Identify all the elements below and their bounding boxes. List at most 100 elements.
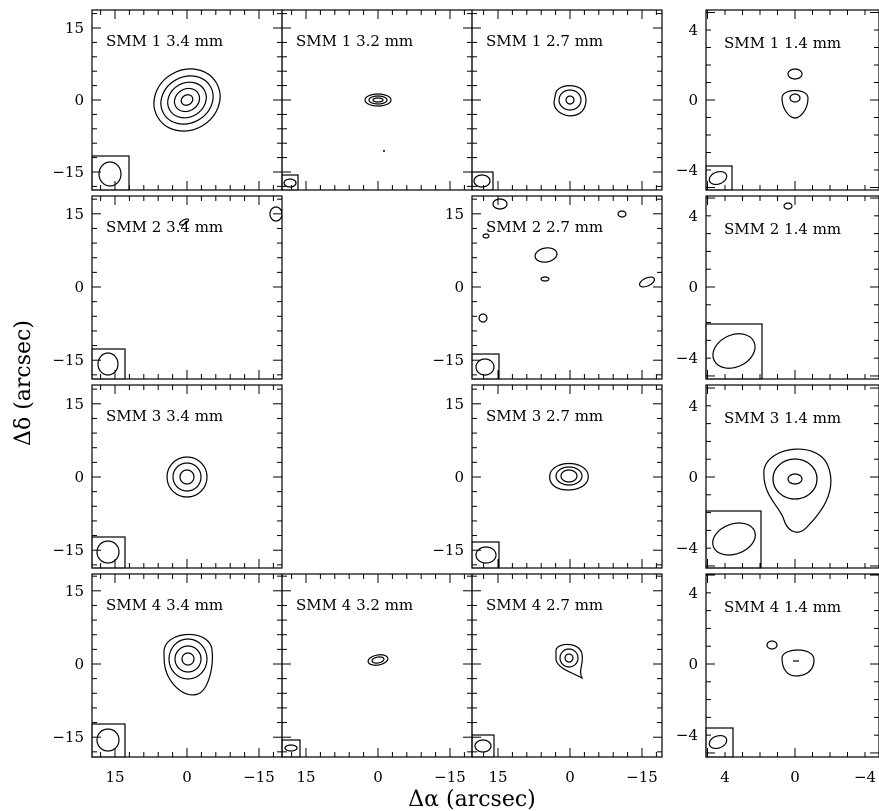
panel-smm3-3p4mm: SMM 3 3.4 mm xyxy=(91,384,283,569)
panel-label: SMM 4 1.4 mm xyxy=(724,598,841,616)
panel-smm4-2p7mm: SMM 4 2.7 mm xyxy=(471,573,663,758)
panel-label: SMM 4 3.4 mm xyxy=(106,596,223,614)
beam-box xyxy=(705,510,762,569)
y-tick-label: −15 xyxy=(432,541,464,559)
panel-smm3-1p4mm: SMM 3 1.4 mm xyxy=(705,384,879,569)
panel-smm1-2p7mm: SMM 1 2.7 mm xyxy=(471,9,663,191)
y-tick-label: 4 xyxy=(688,21,698,39)
source-contours xyxy=(478,198,656,323)
x-tick-label: 15 xyxy=(105,768,124,786)
y-tick-label: 0 xyxy=(688,655,698,673)
y-tick-label: 15 xyxy=(65,582,84,600)
beam-ellipse xyxy=(98,161,122,187)
beam-ellipse xyxy=(712,522,756,556)
y-tick-label: −4 xyxy=(676,349,698,367)
y-tick-label: −15 xyxy=(52,541,84,559)
x-tick-label: −15 xyxy=(626,768,658,786)
panel-smm1-3p4mm: SMM 1 3.4 mm xyxy=(91,9,283,191)
y-tick-label: 4 xyxy=(688,207,698,225)
beam-box xyxy=(471,353,500,380)
y-tick-label: 0 xyxy=(74,655,84,673)
x-tick-label: −15 xyxy=(243,768,275,786)
panel-label: SMM 1 2.7 mm xyxy=(486,32,603,50)
panel-label: SMM 2 3.4 mm xyxy=(106,218,223,236)
source-contours xyxy=(783,202,793,210)
x-tick-label: 15 xyxy=(296,768,315,786)
x-tick-label: 0 xyxy=(790,768,800,786)
panel-smm4-3p4mm: SMM 4 3.4 mm xyxy=(91,573,283,758)
panel-smm2-1p4mm: SMM 2 1.4 mm xyxy=(705,195,879,380)
beam-box xyxy=(705,165,733,191)
y-tick-label: −4 xyxy=(676,726,698,744)
y-tick-label: 15 xyxy=(65,395,84,413)
panel-label: SMM 1 3.4 mm xyxy=(106,32,223,50)
beam-box xyxy=(471,541,500,569)
panel-smm2-2p7mm: SMM 2 2.7 mm xyxy=(471,195,663,380)
beam-ellipse xyxy=(473,174,491,188)
source-contours xyxy=(364,93,392,152)
panel-label: SMM 1 3.2 mm xyxy=(296,32,413,50)
beam-ellipse xyxy=(97,352,119,376)
y-tick-label: −15 xyxy=(52,351,84,369)
beam-ellipse xyxy=(283,178,297,188)
beam-ellipse xyxy=(708,170,728,186)
panel-label: SMM 3 3.4 mm xyxy=(106,407,223,425)
y-tick-label: 4 xyxy=(688,584,698,602)
y-tick-label: 0 xyxy=(688,91,698,109)
beam-ellipse xyxy=(96,540,120,564)
panel-smm2-3p4mm: SMM 2 3.4 mm xyxy=(91,195,283,380)
beam-ellipse xyxy=(284,744,298,752)
x-tick-label: −4 xyxy=(854,768,876,786)
y-tick-label: 0 xyxy=(688,278,698,296)
source-contours xyxy=(153,68,221,132)
beam-ellipse xyxy=(475,358,495,376)
panel-smm3-2p7mm: SMM 3 2.7 mm xyxy=(471,384,663,569)
beam-box xyxy=(471,734,495,758)
source-contours xyxy=(781,68,809,119)
x-tick-label: 4 xyxy=(720,768,730,786)
y-tick-label: −15 xyxy=(432,351,464,369)
x-tick-label: −15 xyxy=(434,768,466,786)
beam-ellipse xyxy=(712,333,756,369)
source-contours xyxy=(555,643,584,680)
y-tick-label: 15 xyxy=(65,19,84,37)
y-tick-label: 15 xyxy=(445,395,464,413)
y-tick-label: 0 xyxy=(74,468,84,486)
x-tick-label: 15 xyxy=(488,768,507,786)
x-axis-title: Δα (arcsec) xyxy=(408,787,536,811)
panel-smm1-1p4mm: SMM 1 1.4 mm xyxy=(705,9,879,191)
y-tick-label: 4 xyxy=(688,397,698,415)
source-contours xyxy=(553,85,587,117)
beam-box xyxy=(705,727,734,758)
panel-label: SMM 4 2.7 mm xyxy=(486,596,603,614)
beam-box xyxy=(91,723,126,758)
y-tick-label: 0 xyxy=(688,468,698,486)
y-tick-label: −4 xyxy=(676,161,698,179)
y-tick-label: 0 xyxy=(454,278,464,296)
source-contours xyxy=(766,640,815,677)
beam-ellipse xyxy=(475,546,497,564)
panel-label: SMM 2 2.7 mm xyxy=(486,218,603,236)
axis-ticks xyxy=(92,10,879,757)
source-contours xyxy=(166,456,208,498)
beam-box xyxy=(281,174,299,191)
y-tick-label: 15 xyxy=(445,205,464,223)
y-tick-label: 0 xyxy=(454,468,464,486)
panel-label: SMM 3 1.4 mm xyxy=(724,409,841,427)
beam-box xyxy=(281,739,301,758)
y-tick-label: −15 xyxy=(52,163,84,181)
panel-smm4-1p4mm: SMM 4 1.4 mm xyxy=(705,573,879,758)
tick-labels: 15 0 −15 4 0 −4 15 0 −15 15 0 −15 4 0 −4 15 0 −15 15 0 −15 4 0… xyxy=(52,19,876,786)
panel-label: SMM 1 1.4 mm xyxy=(724,34,841,52)
beam-box xyxy=(471,171,494,191)
x-tick-label: 0 xyxy=(182,768,192,786)
beam-ellipse xyxy=(96,728,120,752)
beam-box xyxy=(91,155,130,191)
panel-label: SMM 3 2.7 mm xyxy=(486,407,603,425)
y-tick-label: −15 xyxy=(52,728,84,746)
y-tick-label: 0 xyxy=(74,278,84,296)
y-tick-label: −4 xyxy=(676,539,698,557)
source-contours xyxy=(163,633,213,696)
x-tick-label: 0 xyxy=(373,768,383,786)
